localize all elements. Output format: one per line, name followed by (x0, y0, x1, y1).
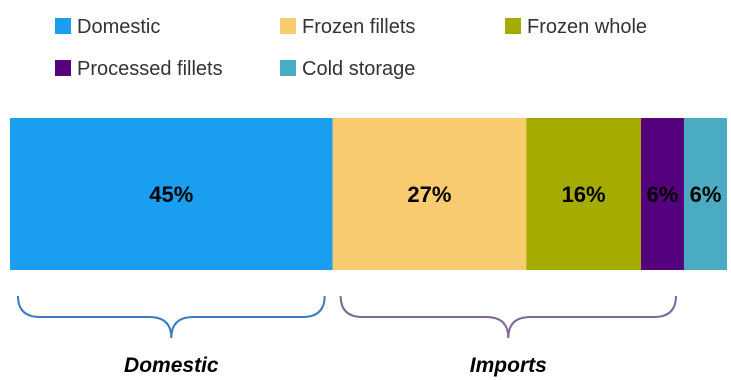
bar-segments (10, 118, 727, 270)
bar-value-label-frozen-fillets: 27% (407, 182, 451, 207)
legend-swatch (280, 18, 296, 34)
legend-swatch (55, 18, 71, 34)
legend-item-processed-fillets: Processed fillets (55, 58, 223, 80)
group-brace (339, 295, 677, 339)
bar-segment-frozen-whole (526, 118, 641, 270)
bar-segment-processed-fillets (640, 118, 684, 270)
bar-segment-frozen-fillets (332, 118, 527, 270)
bar-value-label-cold-storage: 6% (690, 182, 722, 207)
legend-label: Processed fillets (77, 58, 223, 80)
legend-label: Frozen fillets (302, 16, 415, 38)
legend-item-cold-storage: Cold storage (280, 58, 415, 80)
legend-swatch (505, 18, 521, 34)
legend-label: Cold storage (302, 58, 415, 80)
bar-value-label-processed-fillets: 6% (647, 182, 679, 207)
group-label: Imports (470, 354, 547, 377)
legend-swatch (55, 60, 71, 76)
bar-value-labels: 45% 27% 16% 6% 6% (149, 182, 721, 207)
group-domestic: Domestic (17, 295, 326, 377)
legend-item-domestic: Domestic (55, 16, 160, 38)
legend-label: Frozen whole (527, 16, 647, 38)
group-braces: Domestic Imports (17, 295, 677, 377)
bar-value-label-domestic: 45% (149, 182, 193, 207)
bar-segment-domestic (10, 118, 333, 270)
group-brace (17, 295, 326, 339)
bar-segment-cold-storage (683, 118, 727, 270)
legend-item-frozen-fillets: Frozen fillets (280, 16, 415, 38)
group-label: Domestic (124, 354, 219, 377)
legend-label: Domestic (77, 16, 160, 38)
chart-legend: Domestic Frozen fillets Frozen whole Proces… (55, 16, 647, 80)
group-imports: Imports (339, 295, 677, 377)
legend-item-frozen-whole: Frozen whole (505, 16, 647, 38)
bar-value-label-frozen-whole: 16% (562, 182, 606, 207)
legend-swatch (280, 60, 296, 76)
